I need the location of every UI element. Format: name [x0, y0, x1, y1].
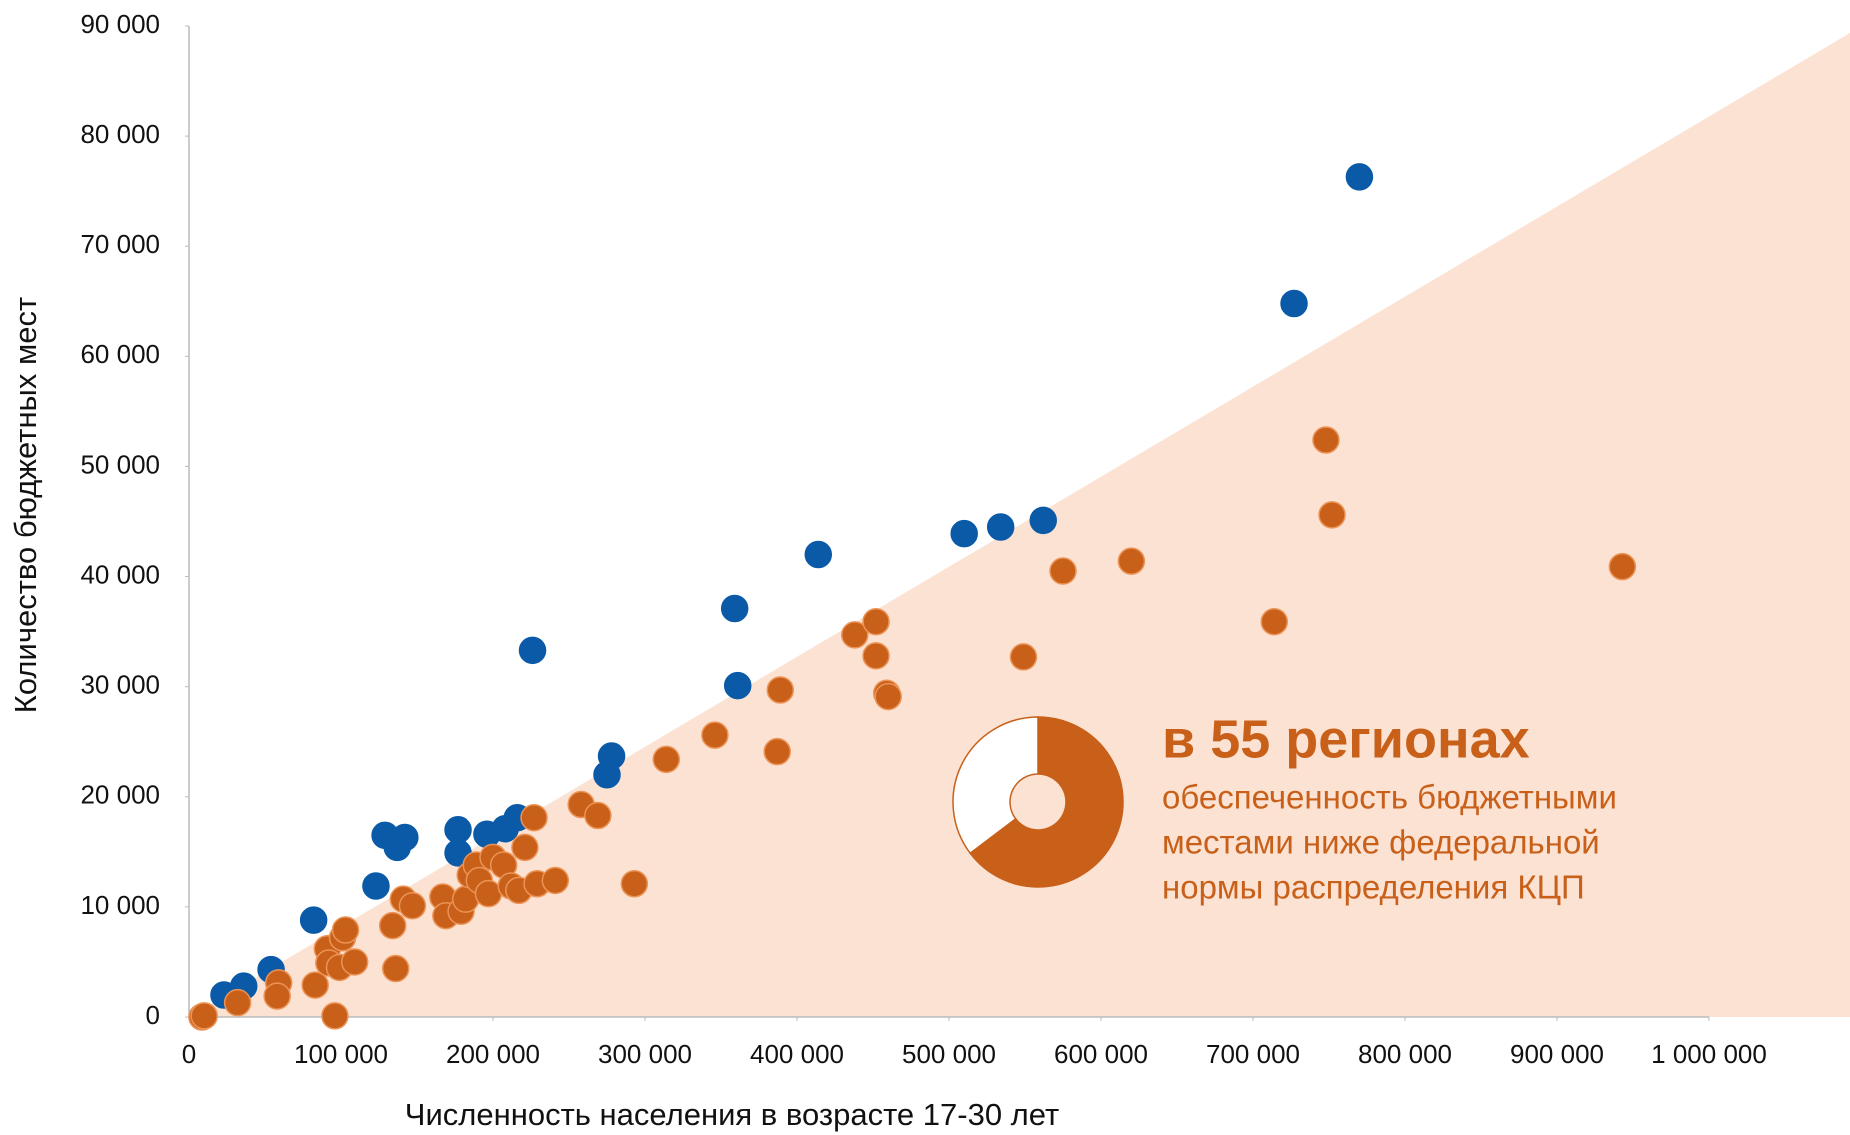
- y-axis-label: Количество бюджетных мест: [8, 297, 43, 713]
- point: [381, 954, 410, 983]
- x-tick-label: 700 000: [1206, 1039, 1300, 1069]
- x-tick-label: 100 000: [294, 1039, 388, 1069]
- point: [299, 906, 328, 934]
- point: [520, 803, 548, 832]
- point: [766, 676, 795, 704]
- point: [511, 833, 539, 862]
- point: [986, 513, 1015, 541]
- point: [398, 892, 427, 920]
- point: [263, 982, 291, 1010]
- x-tick-label: 800 000: [1358, 1039, 1452, 1069]
- x-tick-label: 300 000: [598, 1039, 692, 1069]
- point: [652, 745, 681, 774]
- point: [584, 801, 612, 830]
- y-tick-label: 70 000: [80, 229, 160, 259]
- point: [874, 682, 902, 711]
- x-axis-label: Численность населения в возрасте 17-30 л…: [405, 1097, 1059, 1132]
- point: [804, 540, 833, 569]
- point: [1049, 557, 1077, 585]
- y-tick-label: 90 000: [80, 9, 160, 39]
- point: [950, 519, 978, 548]
- annotation-line: нормы распределения КЦП: [1162, 869, 1585, 906]
- point: [1312, 426, 1340, 454]
- point: [1260, 607, 1289, 636]
- point: [720, 594, 749, 623]
- y-tick-label: 20 000: [80, 780, 160, 810]
- y-tick-label: 0: [146, 1000, 160, 1030]
- x-tick-label: 900 000: [1510, 1039, 1604, 1069]
- point: [1029, 506, 1057, 535]
- x-tick-label: 400 000: [750, 1039, 844, 1069]
- point: [223, 988, 252, 1017]
- y-tick-label: 40 000: [80, 559, 160, 589]
- point: [597, 742, 626, 770]
- point: [1117, 547, 1146, 575]
- point: [474, 879, 503, 908]
- x-tick-label: 0: [182, 1039, 196, 1069]
- y-tick-label: 80 000: [80, 119, 160, 149]
- point: [362, 872, 390, 900]
- point: [391, 823, 419, 852]
- y-tick-label: 10 000: [80, 890, 160, 920]
- point: [701, 721, 729, 749]
- y-tick-label: 60 000: [80, 339, 160, 369]
- point: [340, 948, 369, 976]
- point: [541, 866, 570, 895]
- point: [1280, 289, 1308, 318]
- point: [1009, 643, 1038, 671]
- point: [1345, 163, 1374, 191]
- annotation-line: обеспеченность бюджетными: [1162, 779, 1617, 816]
- x-tick-label: 200 000: [446, 1039, 540, 1069]
- point: [862, 642, 890, 670]
- annotation-title: в 55 регионах: [1162, 709, 1530, 769]
- y-tick-label: 30 000: [80, 670, 160, 700]
- point: [620, 870, 649, 898]
- point: [1608, 552, 1637, 581]
- point: [378, 911, 407, 940]
- annotation-line: местами ниже федеральной: [1162, 824, 1600, 861]
- point: [841, 621, 869, 649]
- point: [723, 671, 752, 700]
- point: [1318, 501, 1346, 529]
- x-tick-label: 500 000: [902, 1039, 996, 1069]
- donut-segment: [952, 716, 1039, 855]
- donut-segment: [969, 716, 1124, 888]
- point: [321, 1002, 349, 1030]
- y-tick-label: 50 000: [80, 449, 160, 479]
- point: [518, 636, 547, 665]
- point: [301, 971, 329, 999]
- point: [763, 737, 791, 766]
- point: [444, 816, 472, 844]
- point: [331, 916, 360, 944]
- point: [862, 607, 890, 636]
- x-tick-label: 1 000 000: [1651, 1039, 1767, 1069]
- x-tick-label: 600 000: [1054, 1039, 1148, 1069]
- point: [190, 1002, 218, 1030]
